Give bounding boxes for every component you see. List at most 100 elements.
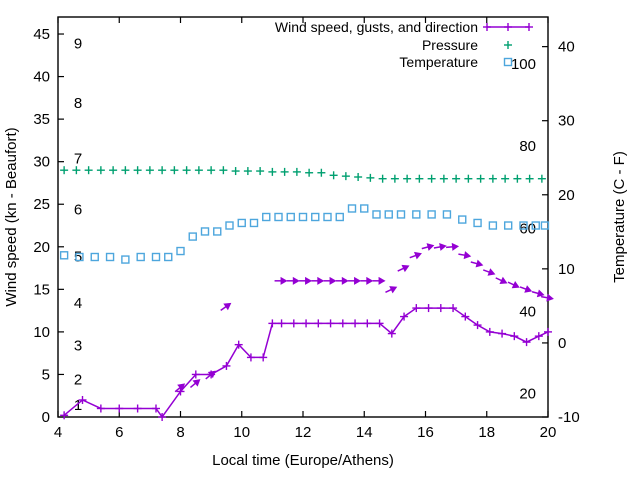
wind-speed-line <box>63 307 549 419</box>
pressure-point <box>268 167 277 176</box>
temperature-point <box>262 212 271 222</box>
gust-direction-arrow <box>507 281 520 289</box>
temperature-point <box>213 227 222 236</box>
pressure-point <box>354 173 363 181</box>
pressure-point <box>158 166 167 175</box>
temperature-point <box>347 204 357 213</box>
pressure-point <box>439 174 448 183</box>
wind-speed-point <box>158 413 167 421</box>
temperature-point <box>360 204 369 213</box>
wind-speed-point <box>400 312 409 321</box>
pressure-point <box>72 166 81 175</box>
legend-marker <box>504 41 512 49</box>
gust-direction-arrow <box>495 276 508 285</box>
wind-speed-point <box>473 321 482 330</box>
wind-speed-point <box>191 370 200 379</box>
wind-speed-point <box>485 327 494 336</box>
gust-direction-arrow <box>519 285 533 293</box>
fahrenheit-label: 100 <box>511 56 536 73</box>
gust-direction-arrow <box>348 276 362 285</box>
gust-direction-arrow <box>540 293 554 302</box>
temperature-point <box>225 221 234 230</box>
gust-direction-arrow <box>470 259 484 268</box>
wind-speed-point <box>314 319 323 328</box>
temperature-point <box>164 252 173 262</box>
temperature-point <box>237 218 246 228</box>
temperature-point <box>188 232 197 241</box>
gust-direction-arrow <box>205 370 216 380</box>
wind-speed-point <box>363 319 372 328</box>
temperature-point <box>412 210 421 219</box>
gust-direction-arrow <box>409 251 422 260</box>
temperature-point <box>176 246 185 256</box>
wind-speed-point <box>375 319 384 328</box>
gust-direction-arrow <box>372 276 386 285</box>
wind-speed-point <box>351 319 360 328</box>
beaufort-label: 9 <box>74 36 82 53</box>
wind-speed-point <box>387 329 396 338</box>
wind-speed-point <box>259 353 268 362</box>
gust-direction-arrow <box>286 276 300 285</box>
wind-speed-point <box>96 404 105 413</box>
y2-tick-label: -10 <box>558 409 580 426</box>
y-tick-label: 25 <box>33 196 50 213</box>
gust-direction-arrow <box>421 243 435 251</box>
beaufort-label: 5 <box>74 248 82 265</box>
y-tick-label: 0 <box>42 409 50 426</box>
pressure-point <box>317 168 326 177</box>
y2-tick-label: 0 <box>558 335 566 352</box>
gust-direction-arrow <box>446 242 460 251</box>
pressure-point <box>378 174 387 183</box>
wind-speed-point <box>222 361 231 370</box>
pressure-point <box>182 166 191 175</box>
wind-speed-point <box>338 319 347 328</box>
pressure-point <box>280 167 289 176</box>
beaufort-label: 1 <box>74 397 82 414</box>
y-tick-label: 15 <box>33 281 50 298</box>
temperature-point <box>473 218 482 228</box>
gust-direction-arrow <box>360 276 374 285</box>
wind-speed-point <box>302 319 311 328</box>
plot-border <box>57 16 549 418</box>
temperature-point <box>286 212 295 222</box>
temperature-point <box>298 212 308 222</box>
fahrenheit-label: 80 <box>519 138 536 155</box>
pressure-point <box>207 166 216 175</box>
pressure-point <box>415 174 424 183</box>
pressure-point <box>292 167 301 176</box>
pressure-point <box>427 174 436 183</box>
gust-direction-arrow <box>189 379 201 389</box>
beaufort-label: 3 <box>74 338 82 355</box>
x-axis-title: Local time (Europe/Athens) <box>212 452 394 469</box>
pressure-point <box>109 166 118 175</box>
gust-direction-arrow <box>323 276 337 285</box>
wind-speed-point <box>534 332 543 341</box>
pressure-point <box>366 173 375 182</box>
wind-speed-point <box>277 319 286 328</box>
temperature-point <box>372 210 381 219</box>
legend-marker <box>483 23 491 31</box>
x-tick-label: 4 <box>54 424 62 441</box>
wind-speed-point <box>152 404 160 413</box>
temperature-point <box>323 212 332 222</box>
temperature-point <box>151 252 161 262</box>
wind-speed-point <box>246 353 255 362</box>
temperature-point <box>311 212 320 222</box>
y-axis-title: Wind speed (kn - Beaufort) <box>3 127 20 306</box>
pressure-point <box>403 174 412 183</box>
pressure-point <box>133 166 142 175</box>
gust-direction-arrow <box>220 302 232 311</box>
y-tick-label: 45 <box>33 26 50 43</box>
pressure-point <box>341 172 350 181</box>
temperature-point <box>75 252 84 262</box>
y2-tick-label: 20 <box>558 187 575 204</box>
pressure-point <box>501 174 510 183</box>
temperature-point <box>384 210 393 219</box>
gust-direction-arrow <box>335 276 349 285</box>
pressure-point <box>60 166 69 175</box>
wind-speed-point <box>115 404 124 413</box>
temperature-point <box>442 210 452 219</box>
wind-speed-point <box>133 404 142 413</box>
pressure-point <box>96 166 105 175</box>
